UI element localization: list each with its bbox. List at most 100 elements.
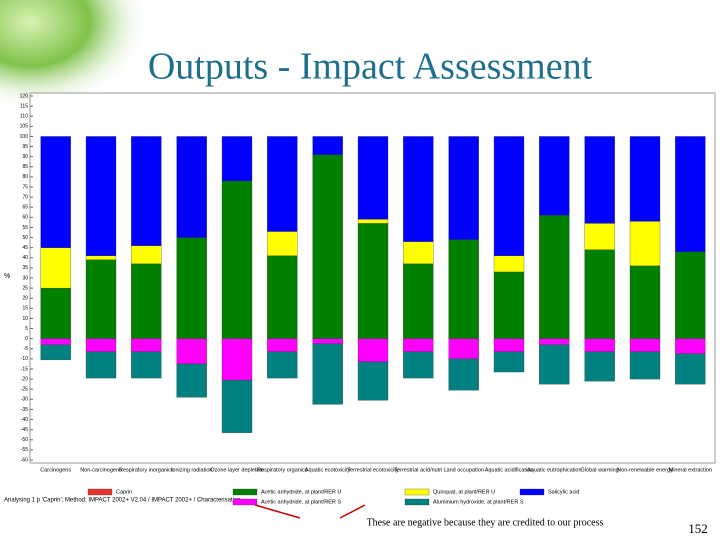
y-tick-label: -55 bbox=[21, 447, 28, 453]
bar-segment bbox=[629, 351, 661, 380]
legend-label: Aluminium hydroxide, at plant/RER S bbox=[433, 499, 524, 505]
y-tick-label: -40 bbox=[21, 417, 28, 423]
arrow bbox=[254, 504, 301, 519]
legend-swatch bbox=[87, 488, 113, 496]
y-tick-label: 100 bbox=[20, 134, 29, 140]
bar-segment bbox=[176, 338, 207, 365]
bar-segment bbox=[312, 154, 343, 339]
x-tick-label: Mineral extraction bbox=[669, 467, 712, 473]
y-tick-label: -25 bbox=[21, 387, 28, 393]
y-tick-label: -60 bbox=[21, 457, 28, 463]
bar-segment bbox=[629, 338, 661, 352]
x-tick-label: Global warming bbox=[581, 467, 619, 473]
bar-segment bbox=[357, 219, 389, 224]
bar-segment bbox=[403, 241, 434, 264]
bar-segment bbox=[448, 239, 479, 339]
y-tick-label: 30 bbox=[22, 275, 28, 281]
y-tick-label: -30 bbox=[21, 397, 28, 403]
y-tick-label: 65 bbox=[22, 205, 28, 211]
y-tick-label: 0 bbox=[25, 336, 28, 342]
bar-segment bbox=[493, 338, 525, 352]
bar-segment bbox=[40, 247, 71, 289]
y-tick-label: -20 bbox=[21, 376, 28, 382]
bar-segment bbox=[131, 351, 162, 379]
bar-segment bbox=[584, 136, 615, 224]
bar-segment bbox=[85, 259, 117, 339]
bar-segment bbox=[584, 249, 615, 339]
y-tick-label: -35 bbox=[21, 407, 28, 413]
x-tick-label: Terrestrial ecotoxicity bbox=[347, 467, 399, 473]
x-tick-label: Terrestrial acid/nutri bbox=[394, 467, 442, 473]
y-tick-label: 105 bbox=[20, 124, 29, 130]
y-tick-label: 115 bbox=[20, 103, 28, 109]
bar-segment bbox=[267, 231, 298, 256]
bar-segment bbox=[493, 271, 525, 339]
bar-segment bbox=[675, 353, 706, 385]
x-tick-label: Non-carcinogens bbox=[80, 467, 122, 473]
y-tick-label: 75 bbox=[22, 184, 28, 190]
y-tick-label: -15 bbox=[21, 366, 28, 372]
bar-segment bbox=[629, 221, 661, 267]
bar-segment bbox=[357, 136, 389, 220]
bar-segment bbox=[40, 344, 71, 361]
y-tick-label: -45 bbox=[21, 427, 28, 433]
y-tick-label: 120 bbox=[20, 93, 29, 99]
y-tick-label: 40 bbox=[22, 255, 28, 261]
legend-swatch bbox=[404, 498, 430, 506]
bar-segment bbox=[267, 255, 298, 339]
bar-segment bbox=[312, 136, 343, 155]
bar-segment bbox=[403, 351, 434, 379]
bar-segment bbox=[267, 338, 298, 352]
bar-segment bbox=[403, 263, 434, 339]
y-tick-label: 20 bbox=[22, 296, 28, 302]
legend-label: Caprin bbox=[116, 489, 132, 495]
y-tick-label: 55 bbox=[22, 225, 28, 231]
bar-segment bbox=[357, 338, 389, 363]
y-tick-label: 15 bbox=[22, 306, 28, 312]
y-tick-label: -10 bbox=[21, 356, 28, 362]
y-axis-label: % bbox=[4, 273, 10, 280]
x-tick-label: Carcinogens bbox=[40, 467, 71, 473]
bar-segment bbox=[85, 255, 117, 260]
background-decoration bbox=[0, 0, 150, 110]
y-tick-label: 110 bbox=[20, 114, 28, 120]
y-tick-label: 45 bbox=[22, 245, 28, 251]
y-tick-label: -50 bbox=[21, 437, 28, 443]
legend-label: Acetic anhydride, at plant/RER S bbox=[261, 499, 341, 505]
bar-segment bbox=[493, 136, 525, 256]
bar-segment bbox=[131, 263, 162, 339]
bar-segment bbox=[221, 180, 253, 339]
x-tick-label: Respiratory organics bbox=[257, 467, 308, 473]
bar-segment bbox=[584, 338, 615, 352]
x-tick-label: Aquatic ecotoxicity bbox=[305, 467, 351, 473]
bar-segment bbox=[403, 136, 434, 242]
bar-segment bbox=[40, 136, 71, 248]
bar-segment bbox=[267, 136, 298, 232]
bar-segment bbox=[357, 361, 389, 401]
x-tick-label: Ionizing radiation bbox=[171, 467, 213, 473]
bar-segment bbox=[493, 255, 525, 273]
legend-label: Quinquat, at plant/RER U bbox=[433, 489, 495, 495]
bar-segment bbox=[539, 215, 570, 339]
y-tick-label: 5 bbox=[25, 326, 28, 332]
x-tick-label: Ozone layer depletion bbox=[210, 467, 264, 473]
x-tick-label: Non-renewable energy bbox=[617, 467, 673, 473]
x-tick-label: Land occupation bbox=[443, 467, 483, 473]
y-tick-label: 90 bbox=[22, 154, 28, 160]
bar-segment bbox=[675, 136, 706, 252]
bar-segment bbox=[85, 351, 117, 379]
bar-segment bbox=[221, 136, 253, 182]
bar-segment bbox=[267, 351, 298, 379]
legend-swatch bbox=[232, 498, 258, 506]
bar-segment bbox=[539, 338, 570, 345]
y-tick-label: 70 bbox=[22, 194, 28, 200]
bar-segment bbox=[629, 136, 661, 222]
bar-segment bbox=[131, 245, 162, 264]
y-tick-label: 95 bbox=[22, 144, 28, 150]
bar-segment bbox=[675, 338, 706, 354]
bar-segment bbox=[448, 358, 479, 391]
bar-segment bbox=[85, 136, 117, 256]
bar-segment bbox=[131, 338, 162, 352]
